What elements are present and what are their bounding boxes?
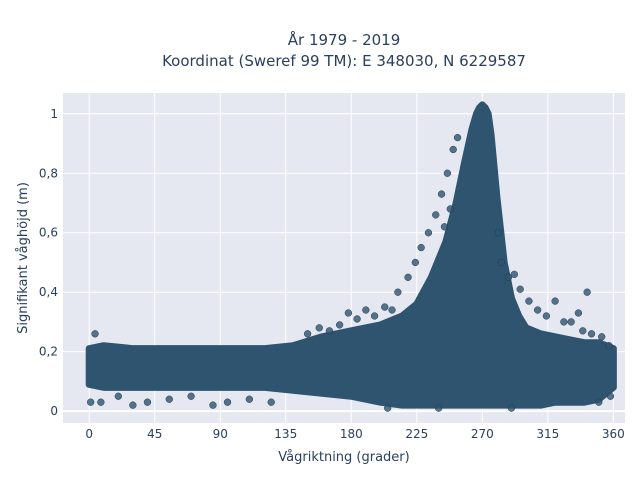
scatter-point [245, 395, 254, 403]
scatter-point [384, 404, 392, 412]
x-tick-label: 315 [536, 427, 559, 441]
data-points [85, 101, 617, 412]
scatter-point [579, 327, 587, 335]
scatter-point [315, 324, 323, 332]
x-axis-title: Vågriktning (grader) [278, 450, 409, 465]
scatter-point [605, 342, 613, 350]
y-tick-label: 0,4 [39, 285, 58, 299]
y-tick-label: 1 [50, 107, 58, 121]
scatter-point [440, 223, 449, 231]
scatter-point [449, 145, 457, 154]
scatter-point [129, 401, 137, 409]
scatter-point [87, 398, 95, 406]
scatter-point [598, 333, 606, 341]
scatter-point [533, 306, 542, 314]
scatter-point [404, 273, 412, 281]
x-tick-label: 360 [602, 427, 625, 441]
scatter-point [209, 401, 217, 409]
chart-subtitle: Koordinat (Sweref 99 TM): E 348030, N 62… [162, 52, 526, 70]
scatter-point [446, 205, 454, 213]
x-tick-label: 0 [85, 427, 93, 441]
scatter-point [97, 398, 105, 406]
scatter-point [560, 318, 568, 326]
y-tick-label: 0,6 [39, 226, 58, 240]
scatter-point [353, 315, 361, 323]
x-axis-ticks: 0 45 90 135 180 225 270 315 360 [85, 427, 624, 441]
y-tick-label: 0 [50, 404, 58, 418]
scatter-point [325, 327, 334, 335]
scatter-point [370, 312, 379, 320]
scatter-point [381, 303, 389, 311]
scatter-point [494, 229, 502, 237]
scatter-point [516, 285, 524, 293]
y-axis-ticks: 0 0,2 0,4 0,6 0,8 1 [39, 107, 58, 418]
scatter-point [335, 321, 344, 329]
x-tick-label: 225 [405, 427, 428, 441]
scatter-point [453, 133, 462, 142]
x-tick-label: 180 [340, 427, 363, 441]
scatter-point [223, 398, 232, 406]
scatter-point [424, 229, 433, 237]
scatter-point [165, 395, 173, 403]
scatter-point [267, 398, 275, 406]
x-tick-label: 135 [274, 427, 297, 441]
scatter-point [443, 169, 452, 177]
x-tick-label: 90 [213, 427, 228, 441]
x-tick-label: 45 [147, 427, 162, 441]
scatter-point [362, 306, 370, 314]
chart-title: År 1979 - 2019 [288, 30, 401, 49]
scatter-point [434, 404, 443, 412]
y-axis-title: Signifikant våghöjd (m) [16, 182, 31, 334]
dense-point-cloud [85, 101, 617, 409]
scatter-point [567, 318, 575, 326]
scatter-point [143, 398, 152, 406]
scatter-point [388, 306, 396, 314]
y-tick-label: 0,8 [39, 166, 58, 180]
scatter-point [551, 297, 559, 305]
y-tick-label: 0,2 [39, 345, 58, 359]
scatter-point [91, 330, 99, 338]
scatter-point [187, 392, 195, 400]
scatter-point [507, 404, 516, 412]
scatter-point [411, 258, 419, 267]
scatter-point [303, 330, 312, 338]
scatter-point [542, 312, 551, 320]
scatter-point [504, 273, 513, 281]
scatter-point [114, 392, 122, 400]
scatter-point [437, 190, 446, 198]
scatter-point [510, 270, 518, 279]
scatter-point [587, 330, 596, 338]
scatter-point [432, 211, 440, 219]
scatter-point [595, 398, 603, 406]
scatter-point [606, 392, 615, 400]
scatter-point [525, 297, 533, 305]
scatter-point [417, 243, 425, 252]
x-tick-label: 270 [471, 427, 494, 441]
scatter-point [497, 258, 505, 267]
scatter-point [574, 309, 583, 317]
scatter-point [344, 309, 353, 317]
scatter-point [394, 288, 402, 296]
scatter-point [583, 288, 591, 296]
